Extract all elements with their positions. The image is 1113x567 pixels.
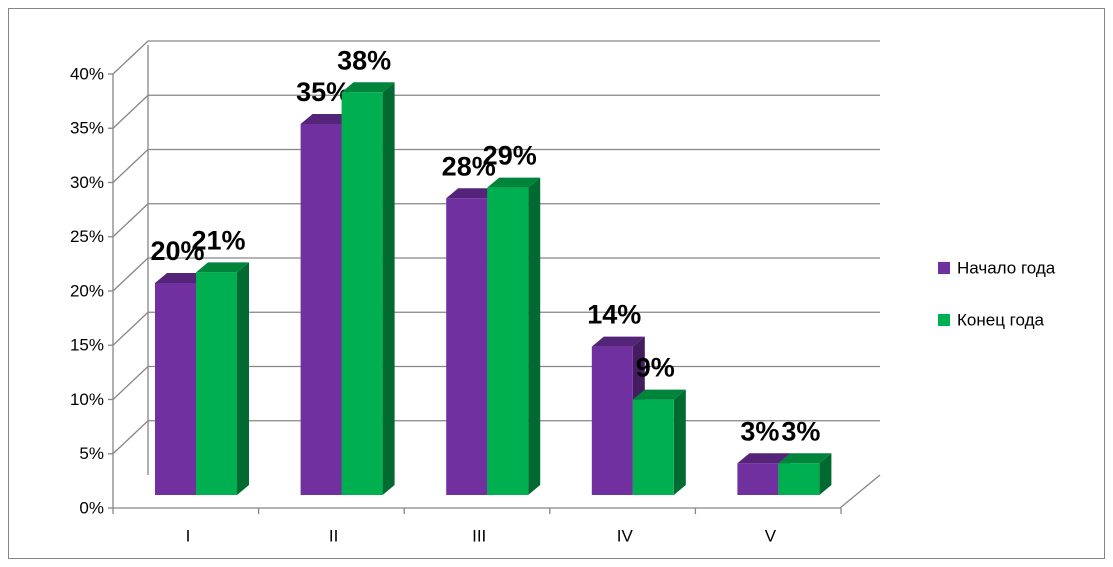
value-label: 9% [636, 353, 675, 383]
y-tick-label: 25% [70, 227, 104, 246]
bar [341, 92, 383, 495]
legend-swatch [938, 262, 950, 274]
y-tick-label: 30% [70, 173, 104, 192]
legend-label: Начало года [957, 258, 1056, 277]
grid-line [112, 203, 880, 238]
bar [155, 283, 196, 495]
grid-line [112, 257, 880, 292]
bar [778, 463, 820, 495]
y-tick-label: 5% [79, 444, 104, 463]
bar-side [382, 82, 395, 495]
bar-top [778, 453, 832, 464]
x-tick-label: II [329, 526, 338, 545]
value-label: 29% [483, 141, 537, 171]
bar-top [737, 453, 791, 464]
y-tick-label: 40% [70, 64, 104, 83]
value-label: 3% [781, 416, 820, 446]
bar [632, 399, 674, 495]
bar-side [819, 453, 832, 495]
bar [737, 463, 779, 495]
floor-edge [113, 474, 881, 509]
bar-top [591, 336, 645, 347]
bar-top [196, 262, 249, 273]
value-label: 20% [150, 236, 204, 266]
bar-top [341, 82, 395, 93]
bar [300, 124, 342, 495]
x-tick-label: V [765, 526, 777, 545]
grid-line [112, 40, 880, 75]
bar-side [237, 262, 249, 495]
x-tick-label: IV [617, 526, 634, 545]
bar-top [446, 188, 500, 199]
y-tick-label: 20% [70, 281, 104, 300]
value-label: 14% [587, 300, 641, 330]
bar-side [673, 389, 686, 495]
grid-line [112, 94, 880, 129]
value-label: 35% [296, 77, 350, 107]
bar-top [487, 177, 541, 188]
legend-swatch [938, 314, 950, 326]
bar-top [632, 389, 686, 400]
value-label: 3% [740, 416, 779, 446]
x-tick-label: III [472, 526, 486, 545]
bar [196, 272, 237, 495]
grid-line [112, 148, 880, 183]
y-tick-label: 35% [70, 119, 104, 138]
grid-line [112, 311, 880, 346]
x-tick-label: I [186, 526, 191, 545]
y-tick-label: 10% [70, 390, 104, 409]
bar [446, 198, 488, 495]
bar-top [155, 273, 208, 283]
bar [487, 187, 529, 495]
legend-label: Конец года [957, 310, 1044, 329]
value-label: 38% [337, 45, 391, 75]
bar [591, 346, 633, 495]
y-tick-label: 0% [79, 498, 104, 517]
value-label: 21% [191, 226, 245, 256]
bar-side [528, 177, 541, 495]
y-tick-label: 15% [70, 336, 104, 355]
value-label: 28% [442, 151, 496, 181]
bar-top [300, 114, 354, 124]
